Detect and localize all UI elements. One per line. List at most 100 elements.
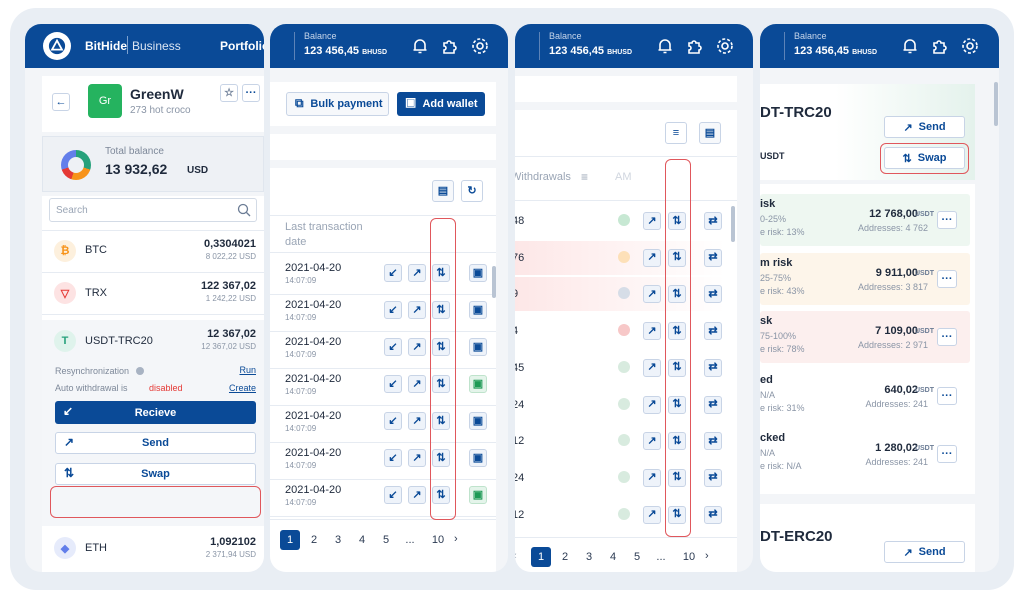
wallet-action-icon[interactable]: ▣ [469, 264, 487, 282]
filter-icon[interactable]: ≡ [665, 122, 687, 144]
swap-arrows-icon[interactable]: ⇅ [432, 449, 450, 467]
wallet-action-icon[interactable]: ▣ [469, 301, 487, 319]
swap-arrows-icon[interactable]: ⇅ [668, 395, 686, 414]
more-icon[interactable]: ··· [242, 84, 260, 102]
send-arrow-icon[interactable]: ↗ [643, 322, 661, 341]
page-button[interactable]: 10 [682, 551, 696, 563]
wallet-action-icon[interactable]: ▣ [469, 449, 487, 467]
table-row[interactable]: 2021-04-20 14:07:09 ↙ ↗ ⇅ ▣ [270, 299, 496, 335]
table-row[interactable]: 48 ↗ ⇅ ⇄ [515, 204, 725, 238]
exchange-icon[interactable]: ⇄ [704, 395, 722, 414]
wallet-action-icon[interactable]: ▣ [469, 338, 487, 356]
exchange-icon[interactable]: ⇄ [704, 432, 722, 451]
resync-run-link[interactable]: Run [239, 365, 256, 375]
exchange-icon[interactable]: ⇄ [704, 212, 722, 230]
page-button[interactable]: 1 [531, 547, 551, 567]
page-button[interactable]: 2 [561, 551, 569, 563]
bell-icon[interactable] [410, 36, 430, 56]
send-arrow-icon[interactable]: ↗ [408, 264, 426, 282]
swap-arrows-icon[interactable]: ⇅ [668, 505, 686, 524]
risk-row[interactable]: isk 0-25% e risk: 13% 12 768,00 USDT Addresse… [760, 194, 970, 246]
page-button[interactable]: 3 [334, 534, 342, 546]
coin-row-usdt-expanded[interactable]: T USDT-TRC20 12 367,02 12 367,02 USD Res… [42, 320, 264, 526]
info-icon[interactable] [136, 367, 144, 375]
send-arrow-icon[interactable]: ↗ [408, 375, 426, 393]
swap-arrows-icon[interactable]: ⇅ [432, 301, 450, 319]
next-page-icon[interactable]: › [705, 550, 709, 562]
exchange-icon[interactable]: ⇄ [704, 505, 722, 524]
receive-arrow-icon[interactable]: ↙ [384, 449, 402, 467]
gear-icon[interactable] [470, 36, 490, 56]
prev-page-icon[interactable]: ‹ [515, 550, 517, 562]
page-button[interactable]: 2 [310, 534, 318, 546]
send-arrow-icon[interactable]: ↗ [408, 338, 426, 356]
send-arrow-icon[interactable]: ↗ [643, 285, 661, 304]
wallet-action-icon[interactable]: ▣ [469, 375, 487, 393]
swap-arrows-icon[interactable]: ⇅ [432, 375, 450, 393]
risk-row[interactable]: cked N/A e risk: N/A 1 280,02 USDT Addresses:… [760, 428, 970, 480]
risk-row[interactable]: ed N/A e risk: 31% 640,02 USDT Addresses: 241… [760, 369, 970, 422]
send-arrow-icon[interactable]: ↗ [643, 395, 661, 414]
page-button[interactable]: 3 [585, 551, 593, 563]
swap-button[interactable]: ⇅ Swap [884, 147, 965, 169]
send-arrow-icon[interactable]: ↗ [408, 412, 426, 430]
send-arrow-icon[interactable]: ↗ [643, 468, 661, 487]
star-icon[interactable]: ☆ [220, 84, 238, 102]
table-row[interactable]: 2021-04-20 14:07:09 ↙ ↗ ⇅ ▣ [270, 373, 496, 409]
exchange-icon[interactable]: ⇄ [704, 285, 722, 304]
send-button-2[interactable]: ↗ Send [884, 541, 965, 563]
refresh-icon[interactable]: ↻ [461, 180, 483, 202]
wallet-action-icon[interactable]: ▣ [469, 412, 487, 430]
table-row[interactable]: 2021-04-20 14:07:09 ↙ ↗ ⇅ ▣ [270, 447, 496, 483]
swap-arrows-icon[interactable]: ⇅ [432, 412, 450, 430]
send-arrow-icon[interactable]: ↗ [643, 358, 661, 377]
search-icon[interactable] [237, 203, 251, 217]
scrollbar[interactable] [492, 266, 496, 298]
send-arrow-icon[interactable]: ↗ [408, 301, 426, 319]
more-icon[interactable]: ··· [937, 211, 957, 229]
swap-arrows-icon[interactable]: ⇅ [668, 358, 686, 377]
bell-icon[interactable] [900, 36, 920, 56]
swap-arrows-icon[interactable]: ⇅ [432, 338, 450, 356]
portfolio-nav[interactable]: Portfolio [220, 39, 264, 53]
swap-arrows-icon[interactable]: ⇅ [668, 285, 686, 304]
wallet-settings-icon[interactable]: ▤ [432, 180, 454, 202]
receive-button[interactable]: ↙ Recieve [55, 401, 256, 424]
page-button[interactable]: 5 [633, 551, 641, 563]
swap-arrows-icon[interactable]: ⇅ [432, 264, 450, 282]
page-button[interactable]: 1 [280, 530, 300, 550]
receive-arrow-icon[interactable]: ↙ [384, 338, 402, 356]
exchange-icon[interactable]: ⇄ [704, 248, 722, 267]
table-row[interactable]: 12 ↗ ⇅ ⇄ [515, 497, 725, 532]
risk-row[interactable]: sk 75-100% e risk: 78% 7 109,00 USDT Addresse… [760, 311, 970, 363]
more-icon[interactable]: ··· [937, 445, 957, 463]
risk-row[interactable]: m risk 25-75% e risk: 43% 9 911,00 USDT Addre… [760, 252, 970, 305]
table-row[interactable]: 76 ↗ ⇅ ⇄ [515, 240, 725, 275]
table-row[interactable]: 2021-04-20 14:07:09 ↙ ↗ ⇅ ▣ [270, 410, 496, 446]
puzzle-icon[interactable] [685, 36, 705, 56]
more-icon[interactable]: ··· [937, 386, 957, 405]
puzzle-icon[interactable] [930, 36, 950, 56]
page-button[interactable]: 4 [609, 551, 617, 563]
swap-arrows-icon[interactable]: ⇅ [432, 486, 450, 504]
receive-arrow-icon[interactable]: ↙ [384, 486, 402, 504]
table-row[interactable]: 2021-04-20 14:07:09 ↙ ↗ ⇅ ▣ [270, 336, 496, 372]
swap-button[interactable]: ⇅ Swap [55, 463, 256, 485]
scrollbar[interactable] [731, 206, 735, 242]
wallet-settings-icon[interactable]: ▤ [699, 122, 721, 144]
table-row[interactable]: 9 ↗ ⇅ ⇄ [515, 277, 725, 312]
page-button[interactable]: 4 [358, 534, 366, 546]
exchange-icon[interactable]: ⇄ [704, 358, 722, 377]
search-input[interactable]: Search [49, 198, 257, 222]
autowd-create-link[interactable]: Create [228, 383, 256, 393]
page-button[interactable]: 10 [431, 534, 445, 546]
back-arrow-icon[interactable]: ← [52, 93, 70, 111]
send-arrow-icon[interactable]: ↗ [643, 248, 661, 267]
table-row[interactable]: 4 ↗ ⇅ ⇄ [515, 314, 725, 349]
send-button[interactable]: ↗ Send [884, 116, 965, 138]
table-row[interactable]: 12 ↗ ⇅ ⇄ [515, 424, 725, 459]
swap-arrows-icon[interactable]: ⇅ [668, 322, 686, 341]
receive-arrow-icon[interactable]: ↙ [384, 301, 402, 319]
puzzle-icon[interactable] [440, 36, 460, 56]
table-row[interactable]: 2021-04-20 14:07:09 ↙ ↗ ⇅ ▣ [270, 262, 496, 298]
